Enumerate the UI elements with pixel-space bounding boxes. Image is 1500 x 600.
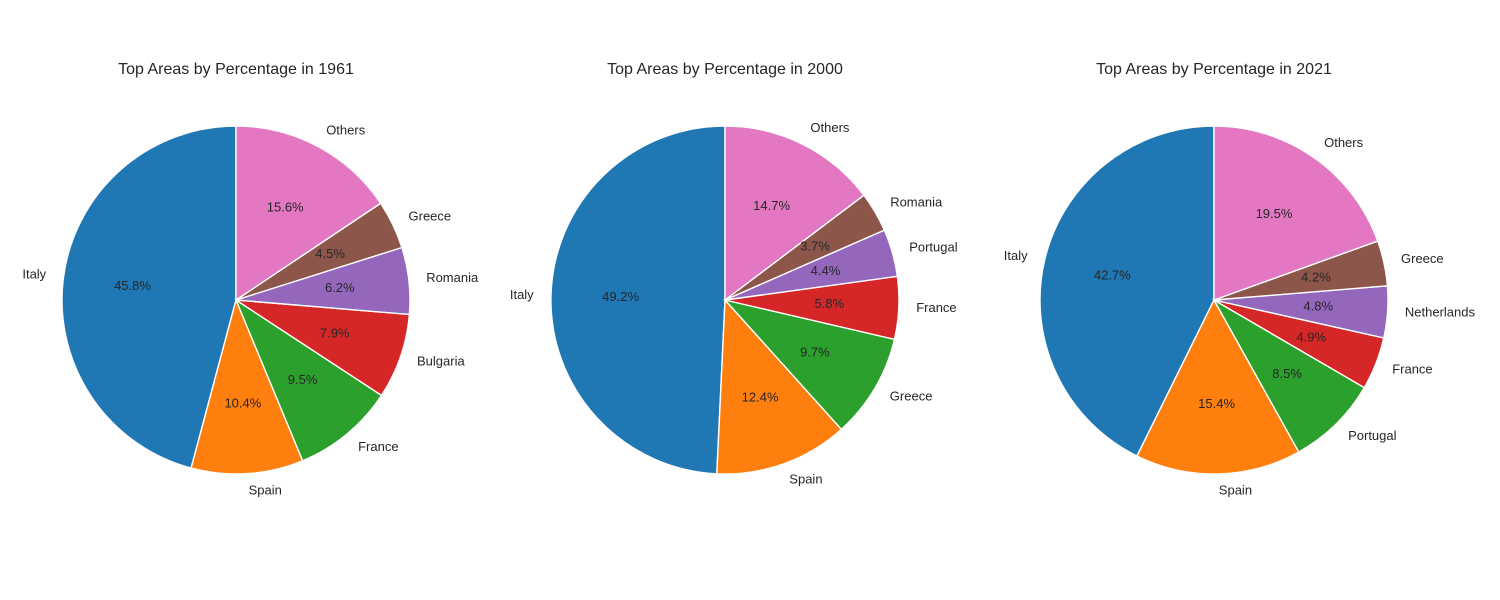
pie-slice-greece xyxy=(722,298,896,431)
pct-label-others: 15.6% xyxy=(267,199,304,214)
pct-label-netherlands: 4.8% xyxy=(1303,299,1333,314)
slice-label-bulgaria: Bulgaria xyxy=(417,354,465,369)
pie-slice-portugal xyxy=(1212,298,1366,453)
pie-slice-spain xyxy=(1136,298,1300,475)
pie-slice-italy xyxy=(1039,125,1215,457)
pie-slice-italy xyxy=(550,125,726,475)
pct-label-france: 4.9% xyxy=(1296,330,1326,345)
pie-slice-others xyxy=(235,125,382,302)
pct-label-spain: 10.4% xyxy=(224,396,261,411)
pct-label-spain: 12.4% xyxy=(742,390,779,405)
pct-label-bulgaria: 7.9% xyxy=(320,325,350,340)
pct-label-italy: 45.8% xyxy=(114,278,151,293)
pie-slice-others xyxy=(724,125,865,302)
slice-label-greece: Greece xyxy=(1401,251,1444,266)
chart-title: Top Areas by Percentage in 2000 xyxy=(607,61,843,78)
slice-label-italy: Italy xyxy=(1004,248,1028,263)
slice-label-greece: Greece xyxy=(409,209,452,224)
pie-slice-others xyxy=(1213,125,1379,301)
chart-title: Top Areas by Percentage in 1961 xyxy=(118,61,354,78)
slice-label-others: Others xyxy=(1324,135,1364,150)
slice-label-romania: Romania xyxy=(426,270,479,285)
slice-label-spain: Spain xyxy=(249,482,282,497)
slice-label-portugal: Portugal xyxy=(1348,428,1397,443)
pct-label-romania: 3.7% xyxy=(800,239,830,254)
pie-chart-3: Top Areas by Percentage in 2021 Italy 42.7… xyxy=(1004,61,1476,498)
slice-label-italy: Italy xyxy=(510,287,534,302)
pct-label-italy: 42.7% xyxy=(1094,268,1131,283)
pct-label-portugal: 4.4% xyxy=(811,263,841,278)
pie-chart-2: Top Areas by Percentage in 2000 Italy 49.2… xyxy=(510,61,958,487)
slice-label-greece: Greece xyxy=(890,389,933,404)
pct-label-france: 9.5% xyxy=(288,372,318,387)
chart-title: Top Areas by Percentage in 2021 xyxy=(1096,61,1332,78)
slice-label-france: France xyxy=(1392,361,1432,376)
pct-label-greece: 9.7% xyxy=(800,345,830,360)
pct-label-romania: 6.2% xyxy=(325,280,355,295)
slice-label-france: France xyxy=(916,300,956,315)
pie-slice-spain xyxy=(190,297,304,475)
slice-label-portugal: Portugal xyxy=(909,239,958,254)
pct-label-spain: 15.4% xyxy=(1198,396,1235,411)
pie-slice-spain xyxy=(716,298,843,475)
slice-label-others: Others xyxy=(326,123,366,138)
slice-label-spain: Spain xyxy=(789,472,822,487)
pie-slice-italy xyxy=(61,125,237,469)
pct-label-others: 19.5% xyxy=(1256,206,1293,221)
slice-label-netherlands: Netherlands xyxy=(1405,305,1476,320)
pct-label-others: 14.7% xyxy=(753,198,790,213)
slice-label-spain: Spain xyxy=(1219,483,1252,498)
pie-slice-france xyxy=(234,298,383,462)
slice-label-others: Others xyxy=(810,120,850,135)
slice-labels: Italy 45.8% Spain 10.4% France 9.5% Bulgaria 7.… xyxy=(22,123,479,498)
pct-label-italy: 49.2% xyxy=(602,289,639,304)
pct-label-greece: 4.2% xyxy=(1301,269,1331,284)
slice-label-romania: Romania xyxy=(890,195,943,210)
pct-label-greece: 4.5% xyxy=(315,246,345,261)
slice-label-italy: Italy xyxy=(22,267,46,282)
pct-label-portugal: 8.5% xyxy=(1272,366,1302,381)
slice-labels: Italy 49.2% Spain 12.4% Greece 9.7% France 5.8%… xyxy=(510,120,958,487)
pct-label-france: 5.8% xyxy=(814,296,844,311)
slice-labels: Italy 42.7% Spain 15.4% Portugal 8.5% France 4.… xyxy=(1004,135,1476,498)
slice-label-france: France xyxy=(358,439,398,454)
pie-chart-1: Top Areas by Percentage in 1961 Italy 45.8… xyxy=(22,61,479,497)
